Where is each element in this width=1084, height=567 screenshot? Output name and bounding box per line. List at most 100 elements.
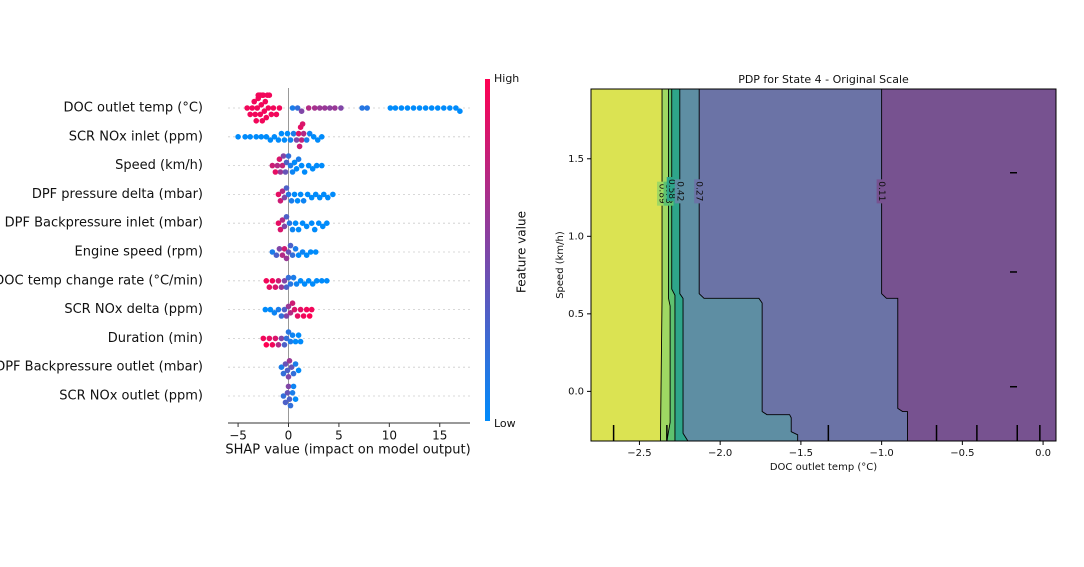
contour-label: 0.42: [674, 181, 684, 201]
contour-label-bg: [876, 179, 887, 204]
shap-dot: [287, 281, 294, 287]
x-tick-label: −2.5: [627, 448, 651, 459]
shap-dot: [273, 252, 280, 258]
shap-dot: [268, 111, 275, 118]
shap-dot: [310, 134, 317, 140]
shap-dot: [262, 306, 269, 313]
shap-dot: [260, 335, 267, 342]
shap-dot: [294, 198, 301, 204]
shap-dot: [453, 105, 459, 111]
shap-dot: [313, 162, 320, 169]
shap-dot: [235, 134, 241, 140]
shap-dot: [410, 105, 417, 111]
colorbar: [485, 79, 490, 421]
shap-dot: [318, 162, 325, 169]
shap-dot: [293, 281, 300, 287]
shap-dot: [387, 105, 394, 111]
shap-dot: [276, 105, 283, 111]
contour-label: 0.89: [657, 184, 667, 204]
shap-dot: [295, 226, 302, 233]
shap-dot: [308, 220, 315, 226]
shap-dot: [284, 390, 291, 396]
shap-dot: [267, 137, 274, 143]
shap-dot: [291, 191, 298, 198]
shap-dot: [305, 105, 312, 111]
shap-dot: [258, 102, 265, 108]
contour-line: [679, 89, 689, 441]
contour-line: [698, 89, 799, 441]
contour-region: [881, 89, 1056, 441]
shap-dot: [457, 108, 463, 114]
shap-dot: [298, 137, 305, 143]
shap-dot: [281, 278, 288, 284]
shap-dot: [279, 252, 286, 258]
shap-dot: [288, 198, 295, 204]
shap-dot: [289, 390, 296, 396]
shap-dot: [251, 98, 258, 105]
shap-dot: [290, 383, 297, 390]
shap-dot: [271, 134, 278, 140]
shap-dot: [267, 306, 274, 313]
shap-dot: [295, 332, 302, 339]
shap-dot: [278, 335, 285, 342]
shap-dot: [295, 130, 302, 137]
shap-dot: [278, 130, 285, 137]
shap-dot: [338, 105, 344, 111]
shap-dot: [282, 361, 289, 367]
shap-dot: [404, 105, 411, 111]
feature-label: SCR NOx delta (ppm): [64, 302, 203, 317]
shap-dot: [312, 191, 319, 198]
shap-dot: [269, 278, 276, 284]
shap-dot: [253, 134, 260, 140]
x-axis-label: DOC outlet temp (°C): [770, 462, 877, 473]
shap-dot: [272, 284, 279, 291]
shap-dot: [287, 310, 294, 316]
feature-label: Speed (km/h): [115, 158, 203, 173]
shap-dot: [280, 153, 287, 159]
shap-dot: [275, 137, 282, 143]
shap-dot: [284, 367, 291, 374]
y-tick-label: 1.5: [568, 154, 584, 165]
shap-dot: [434, 105, 441, 111]
shap-dot: [289, 105, 296, 111]
shap-dot: [320, 191, 327, 198]
shap-dot: [277, 198, 284, 204]
shap-dot: [294, 105, 301, 111]
shap-dot: [304, 191, 311, 198]
shap-dot: [295, 156, 302, 162]
shap-dot: [359, 105, 365, 111]
shap-dot: [325, 194, 331, 201]
shap-dot: [254, 105, 261, 111]
shap-dot: [306, 130, 313, 137]
shap-dot: [258, 134, 265, 140]
shap-dot: [290, 130, 297, 137]
shap-dot: [313, 278, 320, 284]
shap-dot: [262, 98, 269, 105]
shap-dot: [280, 393, 287, 399]
shap-dot: [277, 169, 284, 175]
feature-label: SCR NOx outlet (ppm): [59, 389, 203, 404]
contour-label-bg: [694, 179, 705, 204]
contour-label-bg: [666, 177, 677, 202]
shap-dot: [283, 284, 290, 291]
shap-dot: [269, 249, 276, 255]
contour-label: 0.58: [666, 179, 676, 199]
shap-dot: [285, 153, 292, 159]
shap-dot: [285, 303, 292, 310]
plot-area: 0.890.730.580.420.270.11: [591, 89, 1056, 441]
x-tick-label: −2.0: [708, 448, 732, 459]
shap-dot: [298, 162, 305, 169]
shap-dot: [270, 105, 277, 111]
shap-dot: [303, 306, 310, 313]
shap-dot: [308, 194, 315, 201]
shap-dot: [289, 332, 296, 339]
x-tick-label: −0.5: [950, 448, 974, 459]
shap-dot: [307, 249, 314, 255]
shap-dot: [292, 246, 299, 252]
shap-dot: [306, 313, 313, 319]
colorbar-label: Feature value: [515, 211, 529, 293]
shap-dot: [286, 220, 293, 226]
shap-dot: [303, 252, 310, 258]
shap-dot: [309, 166, 316, 172]
shap-dot: [275, 342, 282, 348]
